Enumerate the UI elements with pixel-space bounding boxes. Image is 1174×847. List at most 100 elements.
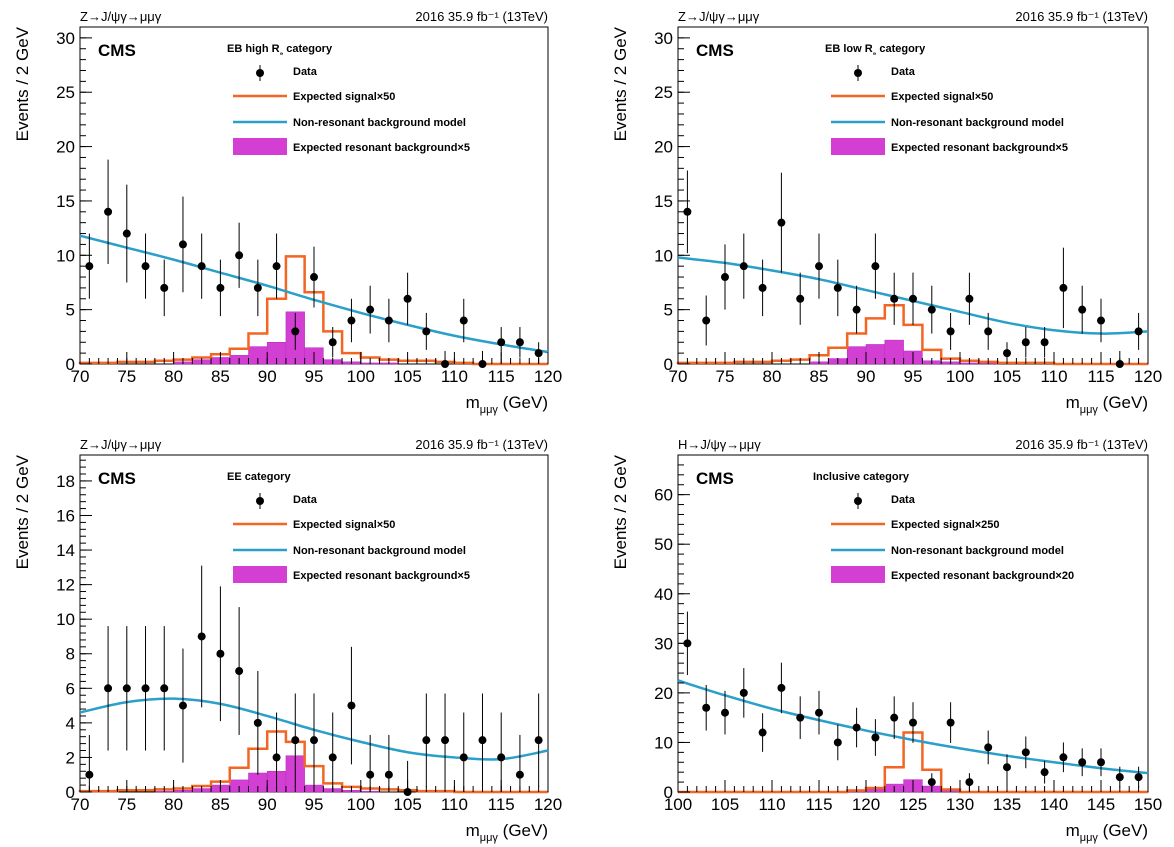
data-point (758, 728, 767, 737)
legend-entry: Non-resonant background model (293, 117, 466, 129)
y-axis-title: Events / 2 GeV (611, 454, 630, 569)
y-axis: 0 10 20 30 40 50 60 (654, 454, 690, 802)
data-point (758, 283, 767, 292)
x-tick-label: 100 (347, 367, 375, 386)
x-tick-label: 140 (1040, 795, 1068, 814)
data-point (384, 770, 393, 779)
data-point (272, 262, 281, 271)
y-tick-label: 30 (654, 29, 673, 48)
x-axis-title: mμμγ (GeV) (466, 821, 548, 844)
data-point (739, 262, 748, 271)
data-point (871, 733, 880, 742)
x-tick-label: 120 (534, 795, 562, 814)
x-tick-label: 110 (441, 367, 468, 386)
data-point (946, 327, 955, 336)
legend-entry: Expected resonant background×5 (293, 570, 470, 582)
y-axis-title: Events / 2 GeV (13, 454, 32, 569)
legend: Data Expected signal×250 Non-resonant back… (831, 493, 1074, 583)
y-tick-label: 60 (654, 486, 673, 505)
data-point (1097, 758, 1105, 767)
y-tick-label: 20 (56, 138, 75, 157)
data-point (178, 240, 187, 249)
data-point (965, 294, 974, 303)
category-label: Inclusive category (813, 471, 910, 483)
y-tick-label: 10 (56, 246, 75, 265)
data-point (141, 262, 150, 271)
legend-entry: Expected signal×250 (891, 519, 1000, 531)
legend-entry: Expected resonant background×5 (891, 142, 1068, 154)
data-point (852, 305, 861, 314)
data-point (85, 262, 94, 271)
experiment-label: CMS (98, 41, 136, 60)
x-axis-title: mμμγ (GeV) (1066, 393, 1148, 416)
y-tick-label: 40 (654, 585, 673, 604)
legend-entry: Non-resonant background model (891, 117, 1064, 129)
data-point (160, 283, 169, 292)
data-point (1078, 305, 1087, 314)
data-point (122, 229, 131, 238)
data-point (235, 251, 244, 260)
legend-entry: Data (293, 494, 318, 506)
data-point (965, 778, 974, 787)
legend-resonant-box (831, 566, 885, 583)
data-point (1059, 753, 1068, 762)
resonant-background-histogram (173, 311, 399, 365)
header-right: 2016 35.9 fb⁻¹ (13TeV) (415, 9, 548, 24)
data-point (721, 273, 729, 282)
x-tick-label: 105 (393, 367, 421, 386)
data-point (852, 723, 861, 732)
legend-data-marker (854, 69, 862, 77)
category-label: EB low R₉ category (825, 43, 926, 57)
data-point (310, 273, 318, 282)
x-tick-label: 75 (117, 795, 136, 814)
y-tick-label: 50 (654, 535, 673, 554)
header-right: 2016 35.9 fb⁻¹ (13TeV) (1015, 437, 1148, 452)
data-point (160, 684, 169, 693)
y-axis-title: Events / 2 GeV (611, 26, 630, 141)
legend-data-marker (256, 497, 264, 505)
data-point (1021, 748, 1030, 757)
x-tick-label: 90 (857, 367, 876, 386)
y-axis: 0 2 4 6 8 10 12 14 16 18 (56, 459, 92, 802)
y-tick-label: 8 (66, 645, 75, 664)
x-tick-label: 130 (946, 795, 974, 814)
legend: Data Expected signal×50 Non-resonant backg… (233, 65, 470, 155)
header-left: Z→J/ψγ→μμγ (80, 9, 162, 24)
x-tick-label: 85 (211, 795, 230, 814)
x-axis: 100 105 110 115 120 125 130 135 140 145 150 (664, 780, 1162, 814)
header-left: H→J/ψγ→μμγ (678, 437, 761, 452)
y-tick-label: 12 (56, 576, 75, 595)
data-point (366, 770, 375, 779)
data-point (796, 294, 805, 303)
data-point (890, 713, 899, 722)
data-point (422, 327, 431, 336)
data-point (178, 701, 187, 710)
y-tick-label: 20 (654, 138, 673, 157)
data-point (197, 262, 206, 271)
data-point (235, 667, 244, 676)
category-label: EB high R₉ category (227, 43, 333, 57)
legend-entry: Expected resonant background×20 (891, 570, 1074, 582)
data-point (1134, 327, 1143, 336)
data-point (815, 262, 823, 271)
x-tick-label: 70 (669, 367, 688, 386)
x-tick-label: 100 (946, 367, 974, 386)
data-point (927, 778, 936, 787)
data-point (534, 736, 543, 745)
y-tick-label: 10 (654, 246, 673, 265)
x-tick-label: 95 (904, 367, 923, 386)
x-tick-label: 120 (534, 367, 562, 386)
x-tick-label: 125 (899, 795, 927, 814)
y-tick-label: 15 (654, 192, 673, 211)
data-point (777, 218, 786, 227)
data-point (909, 718, 917, 727)
x-tick-label: 85 (211, 367, 230, 386)
data-point (497, 753, 506, 762)
x-axis-title: mμμγ (GeV) (1066, 821, 1148, 844)
legend-entry: Data (891, 66, 916, 78)
x-tick-label: 150 (1134, 795, 1162, 814)
data-point (104, 207, 113, 216)
y-axis: 0 5 10 15 20 25 30 (654, 26, 690, 374)
legend-entry: Data (293, 66, 318, 78)
data-points (683, 611, 1143, 792)
